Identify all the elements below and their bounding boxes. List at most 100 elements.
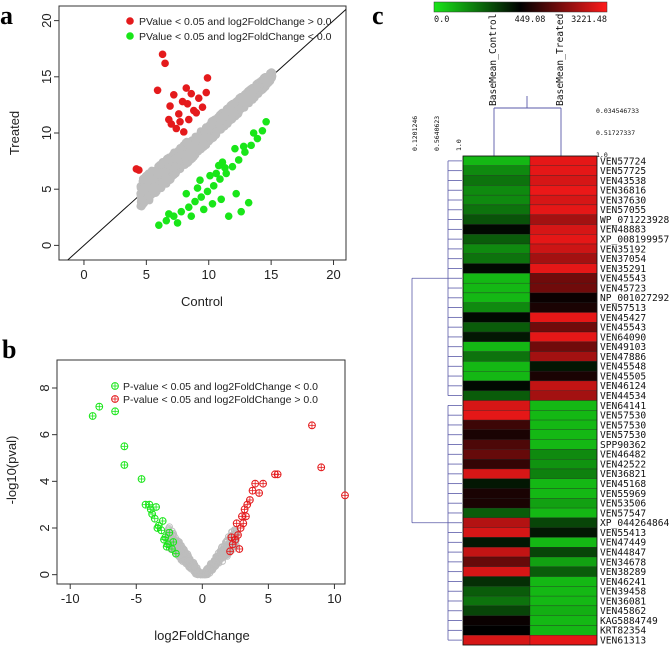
heat-cell-treated: [529, 419, 598, 430]
heat-cell-treated: [529, 380, 598, 391]
row-label: VEN47886: [600, 352, 646, 363]
row-label: VEN46482: [600, 450, 646, 461]
plot-a-nonsig-cloud: [136, 68, 277, 211]
up-point: [255, 489, 264, 497]
x-tick-label: 0: [80, 267, 87, 282]
down-point: [239, 142, 248, 151]
dendro-left-tick-1: 0.1201246: [411, 116, 419, 151]
heat-cell-control: [462, 361, 531, 372]
plot-b-frame: [56, 359, 346, 585]
up-point: [242, 512, 250, 521]
y-tick-label: 0: [39, 242, 54, 249]
heat-cell-control: [462, 605, 531, 616]
down-point: [249, 129, 258, 137]
row-label: VEN57055: [600, 205, 646, 216]
heat-cell-treated: [529, 429, 598, 440]
down-point: [191, 197, 199, 206]
down-point: [224, 212, 233, 220]
up-point: [135, 166, 143, 174]
down-point: [88, 412, 97, 420]
y-tick-label: 5: [39, 186, 54, 193]
heat-cell-control: [462, 302, 531, 313]
down-point: [165, 528, 174, 537]
heat-cell-control: [462, 527, 531, 538]
heat-cell-treated: [529, 253, 598, 264]
heat-cell-control: [462, 351, 531, 362]
up-point: [174, 110, 183, 118]
row-label: VEN57513: [600, 303, 646, 314]
y-tick-label: 0: [37, 571, 52, 578]
heat-cell-control: [462, 459, 531, 470]
legend-marker: [126, 17, 134, 25]
heat-cell-treated: [529, 576, 598, 587]
column-label-control: BaseMean_Control: [488, 14, 499, 106]
row-label: VEN57547: [600, 508, 646, 519]
plot-b-points: [88, 382, 349, 558]
nonsig-point: [192, 136, 201, 145]
heat-cell-control: [462, 537, 531, 548]
nonsig-point: [200, 127, 209, 136]
down-point: [209, 182, 218, 190]
heat-cell-control: [462, 635, 531, 646]
nonsig-point: [208, 134, 217, 143]
heat-cell-control: [462, 155, 531, 166]
down-point: [165, 210, 173, 218]
heat-cell-control: [462, 390, 531, 401]
heat-cell-control: [462, 292, 531, 303]
heat-cell-control: [462, 185, 531, 196]
heat-cell-treated: [529, 439, 598, 450]
heat-cell-treated: [529, 635, 598, 646]
plot-b-nonsig-cloud: [164, 523, 241, 579]
row-label: VEN35192: [600, 244, 646, 255]
row-label: VEN57725: [600, 166, 646, 177]
row-label: VEN46241: [600, 577, 646, 588]
down-point: [184, 203, 193, 211]
heat-cell-treated: [529, 371, 598, 382]
nonsig-point: [228, 99, 237, 108]
heat-cell-treated: [529, 234, 598, 245]
heat-cell-treated: [529, 527, 598, 538]
down-point: [157, 526, 166, 535]
plot-a-points: [132, 50, 270, 229]
down-point: [206, 171, 214, 180]
heat-cell-control: [462, 282, 531, 294]
row-label: VEN44847: [600, 547, 646, 558]
nonsig-point: [158, 168, 167, 177]
down-point: [146, 505, 155, 514]
legend-label: P-value < 0.05 and log2FoldChange < 0.0: [123, 381, 318, 393]
legend-marker: [111, 395, 119, 403]
heat-cell-treated: [529, 282, 598, 294]
heat-cell-treated: [529, 488, 598, 499]
heat-cell-control: [462, 194, 531, 206]
y-tick-label: 6: [37, 431, 52, 438]
row-label: VEN37054: [600, 254, 646, 265]
legend-marker: [111, 382, 119, 390]
heat-cell-treated: [529, 595, 598, 607]
nonsig-point: [143, 182, 152, 191]
heat-cell-treated: [529, 586, 598, 597]
colorbar: [433, 1, 608, 13]
row-label: VEN42522: [600, 459, 646, 470]
down-point: [262, 117, 270, 126]
legend-marker: [126, 32, 134, 40]
x-tick-label: 0: [199, 591, 206, 606]
up-point: [194, 94, 203, 102]
colorbar-mid: 449.08: [515, 15, 546, 25]
down-point: [199, 205, 208, 214]
heat-cell-treated: [529, 459, 598, 470]
down-point: [160, 535, 168, 544]
heat-cell-control: [462, 331, 531, 342]
up-point: [165, 115, 173, 124]
down-point: [187, 212, 196, 220]
nonsig-point: [213, 126, 222, 135]
heat-cell-treated: [529, 449, 598, 460]
down-point: [253, 134, 262, 143]
down-point: [111, 407, 120, 416]
row-label: VEN44534: [600, 391, 646, 402]
row-label: VEN57530: [600, 430, 646, 441]
heat-cell-treated: [529, 204, 598, 215]
heat-cell-control: [462, 595, 531, 607]
up-point: [259, 479, 267, 488]
up-point: [203, 74, 212, 82]
